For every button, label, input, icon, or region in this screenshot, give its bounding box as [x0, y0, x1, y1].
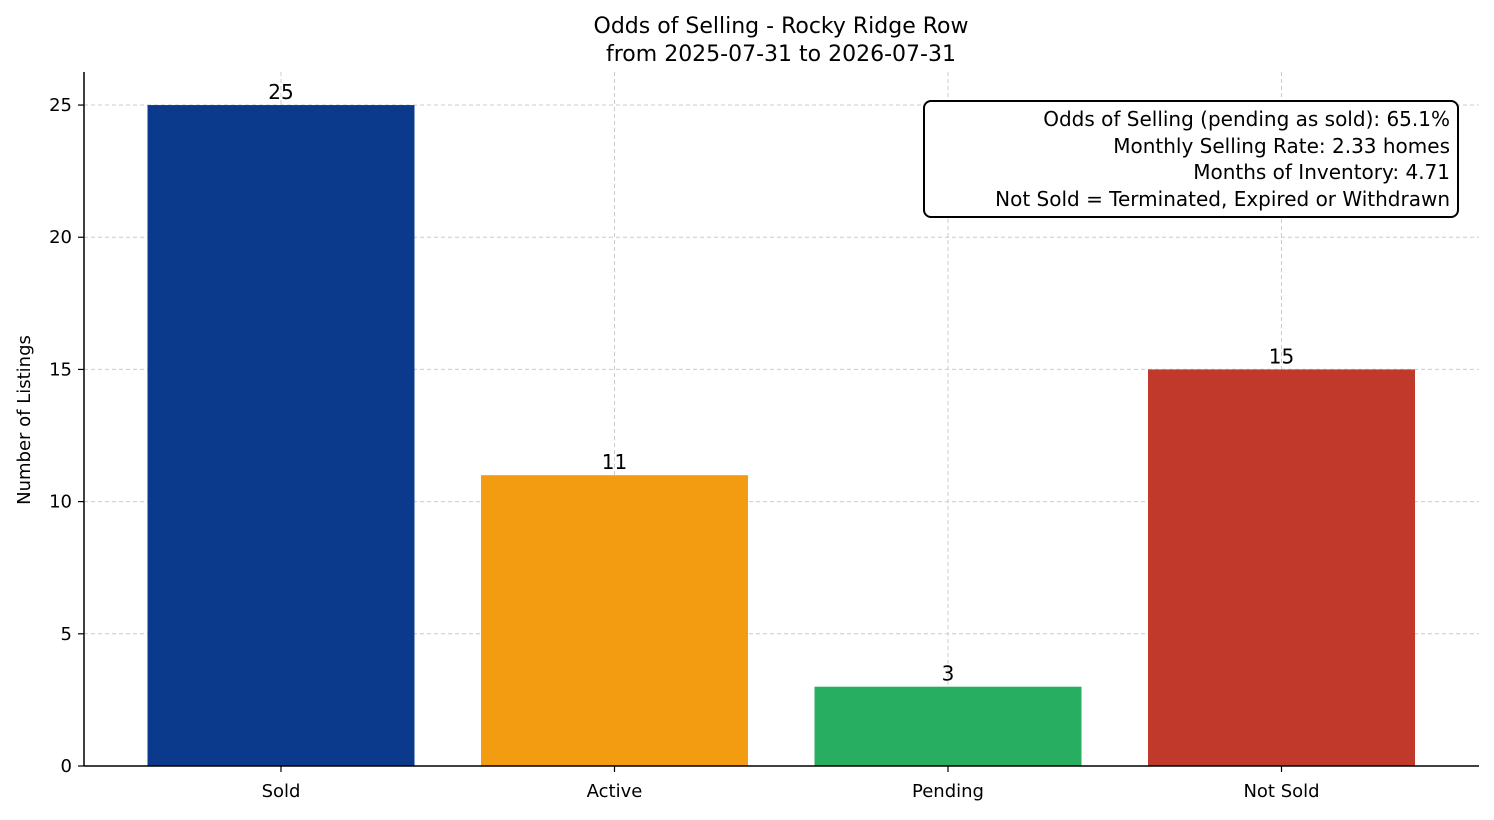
labels-layer: 0 5 10 15 20 25 25 Sold 11 Active 3 Pending 15 Not So…	[49, 80, 1319, 802]
x-tick-label-sold: Sold	[262, 781, 301, 802]
bar-pending	[814, 686, 1082, 766]
chart-subtitle: from 2025-07-31 to 2026-07-31	[606, 42, 956, 67]
info-line-rate: Monthly Selling Rate: 2.33 homes	[1113, 134, 1450, 158]
x-tick-label-pending: Pending	[912, 781, 984, 802]
y-tick-label: 10	[49, 492, 72, 513]
x-tick-label-not-sold: Not Sold	[1243, 781, 1319, 802]
bar-value-label-pending: 3	[942, 662, 955, 686]
axes-layer	[83, 72, 1479, 767]
info-box-frame	[923, 100, 1459, 218]
bar-not-sold	[1148, 369, 1415, 766]
y-axis-label: Number of Listings	[14, 335, 35, 505]
bar-active	[481, 475, 748, 766]
info-line-inventory: Months of Inventory: 4.71	[1193, 160, 1450, 184]
y-tick-label: 0	[61, 756, 72, 777]
bar-sold	[147, 105, 415, 767]
info-line-odds: Odds of Selling (pending as sold): 65.1%	[1043, 107, 1450, 131]
y-tick-label: 15	[49, 359, 72, 380]
info-line-notsold-def: Not Sold = Terminated, Expired or Withdr…	[995, 187, 1450, 211]
bars-layer	[147, 105, 1415, 767]
y-tick-label: 20	[49, 227, 72, 248]
bar-value-label-sold: 25	[268, 80, 293, 104]
info-box: Odds of Selling (pending as sold): 65.1%…	[923, 100, 1459, 218]
ticks-layer	[78, 104, 1283, 772]
x-tick-label-active: Active	[587, 781, 643, 802]
bar-value-label-not-sold: 15	[1269, 344, 1294, 368]
y-tick-label: 5	[61, 624, 72, 645]
chart-title: Odds of Selling - Rocky Ridge Row	[594, 14, 969, 39]
bar-value-label-active: 11	[602, 450, 627, 474]
y-tick-label: 25	[49, 95, 72, 116]
